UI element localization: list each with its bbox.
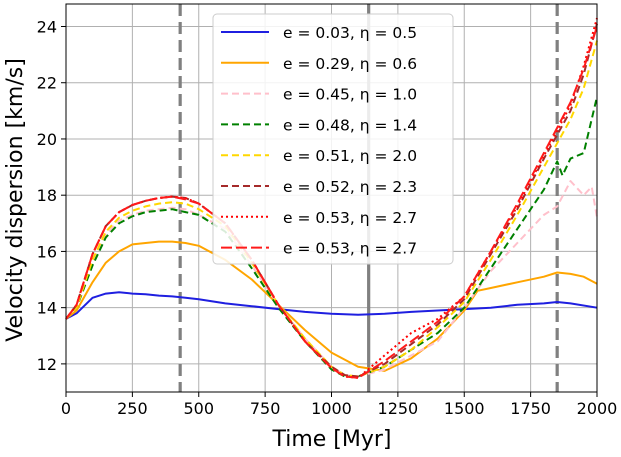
y-tick-label: 14 (37, 299, 57, 318)
legend: e = 0.03, η = 0.5 e = 0.29, η = 0.6 e = 0.… (212, 13, 454, 265)
ticks: 0 250 500 750 1000 1250 1500 1750 2000 12 14 16 18 20… (37, 17, 618, 418)
legend-label: e = 0.45, η = 1.0 (283, 86, 417, 104)
legend-label: e = 0.53, η = 2.7 (283, 240, 417, 258)
y-tick-label: 16 (37, 242, 57, 261)
x-tick-label: 500 (183, 399, 214, 418)
y-tick-label: 18 (37, 186, 57, 205)
x-tick-label: 1000 (311, 399, 352, 418)
legend-label: e = 0.48, η = 1.4 (283, 116, 417, 134)
legend-label: e = 0.52, η = 2.3 (283, 178, 417, 196)
series-line (65, 26, 598, 379)
y-axis-label: Velocity dispersion [km/s] (3, 58, 28, 342)
y-tick-label: 24 (37, 17, 57, 36)
legend-label: e = 0.03, η = 0.5 (283, 24, 417, 42)
y-tick-label: 12 (37, 355, 57, 374)
x-tick-label: 250 (117, 399, 148, 418)
series-line (65, 23, 598, 378)
x-tick-label: 1500 (444, 399, 485, 418)
legend-box (212, 13, 454, 265)
x-axis-label: Time [Myr] (271, 427, 391, 452)
y-tick-label: 22 (37, 74, 57, 93)
x-tick-label: 1250 (378, 399, 419, 418)
x-tick-label: 0 (61, 399, 71, 418)
series-line (65, 240, 598, 372)
legend-label: e = 0.29, η = 0.6 (283, 55, 417, 73)
x-tick-label: 750 (250, 399, 281, 418)
x-tick-label: 2000 (577, 399, 618, 418)
legend-label: e = 0.51, η = 2.0 (283, 147, 417, 165)
series-line (65, 180, 598, 378)
y-tick-label: 20 (37, 130, 57, 149)
x-tick-label: 1750 (510, 399, 551, 418)
series-lines (65, 17, 598, 379)
legend-label: e = 0.53, η = 2.7 (283, 209, 417, 227)
